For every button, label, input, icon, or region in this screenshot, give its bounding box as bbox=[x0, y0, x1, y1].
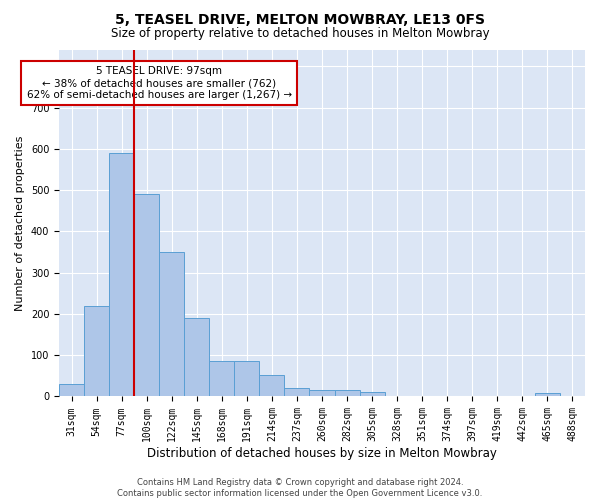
Text: Contains HM Land Registry data © Crown copyright and database right 2024.
Contai: Contains HM Land Registry data © Crown c… bbox=[118, 478, 482, 498]
Text: 5, TEASEL DRIVE, MELTON MOWBRAY, LE13 0FS: 5, TEASEL DRIVE, MELTON MOWBRAY, LE13 0F… bbox=[115, 12, 485, 26]
Bar bbox=[259, 375, 284, 396]
X-axis label: Distribution of detached houses by size in Melton Mowbray: Distribution of detached houses by size … bbox=[147, 447, 497, 460]
Bar bbox=[310, 390, 335, 396]
Bar bbox=[335, 390, 359, 396]
Bar bbox=[159, 252, 184, 396]
Bar bbox=[184, 318, 209, 396]
Text: 5 TEASEL DRIVE: 97sqm
← 38% of detached houses are smaller (762)
62% of semi-det: 5 TEASEL DRIVE: 97sqm ← 38% of detached … bbox=[26, 66, 292, 100]
Bar bbox=[84, 306, 109, 396]
Bar bbox=[235, 362, 259, 396]
Bar bbox=[134, 194, 159, 396]
Bar bbox=[535, 393, 560, 396]
Bar bbox=[284, 388, 310, 396]
Bar bbox=[359, 392, 385, 396]
Y-axis label: Number of detached properties: Number of detached properties bbox=[15, 136, 25, 311]
Bar bbox=[59, 384, 84, 396]
Bar bbox=[109, 153, 134, 396]
Bar bbox=[209, 362, 235, 396]
Text: Size of property relative to detached houses in Melton Mowbray: Size of property relative to detached ho… bbox=[110, 28, 490, 40]
